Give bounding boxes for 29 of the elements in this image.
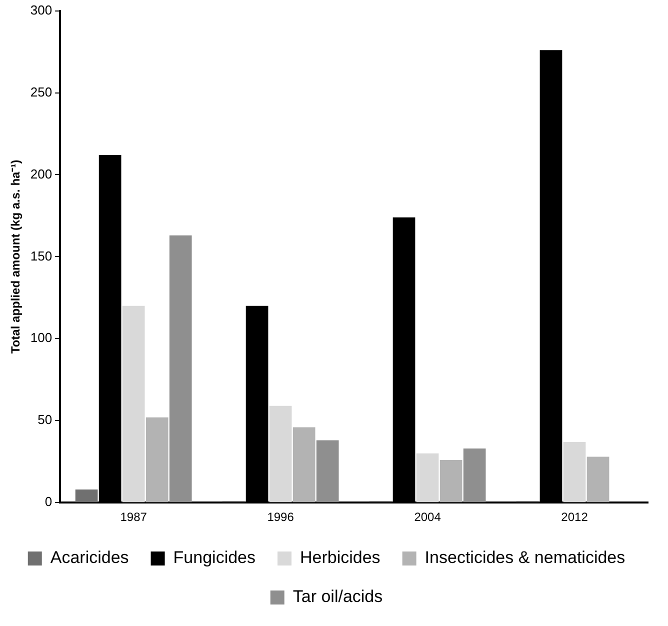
bar (122, 306, 145, 502)
y-tick-label: 0 (44, 494, 52, 510)
x-tick-label: 2004 (414, 510, 442, 524)
y-axis-title: Total applied amount (kg a.s. ha⁻¹) (8, 160, 23, 354)
legend-label: Insecticides & nematicides (424, 548, 626, 568)
y-tick-label: 250 (30, 84, 52, 100)
y-tick-label: 150 (30, 248, 52, 264)
y-tick-label: 300 (30, 2, 52, 18)
bar (169, 235, 192, 502)
bar (316, 440, 339, 502)
bar (269, 406, 292, 502)
legend-label: Herbicides (300, 548, 380, 568)
bar (146, 417, 168, 502)
bar (586, 456, 610, 502)
y-tick-label: 100 (30, 330, 52, 346)
bar (440, 460, 462, 502)
legend-label: Fungicides (173, 548, 256, 568)
legend-label: Tar oil/acids (292, 587, 383, 606)
x-tick-label: 2012 (561, 510, 588, 524)
bar (416, 453, 439, 502)
y-tick-label: 200 (30, 166, 52, 182)
legend-label: Acaricides (50, 548, 129, 568)
bar (292, 427, 316, 502)
bar (563, 442, 586, 502)
y-tick-label: 50 (38, 412, 52, 428)
bar (75, 489, 98, 502)
x-tick-label: 1996 (267, 510, 294, 524)
x-tick-label: 1987 (120, 510, 148, 524)
bar (463, 448, 486, 502)
